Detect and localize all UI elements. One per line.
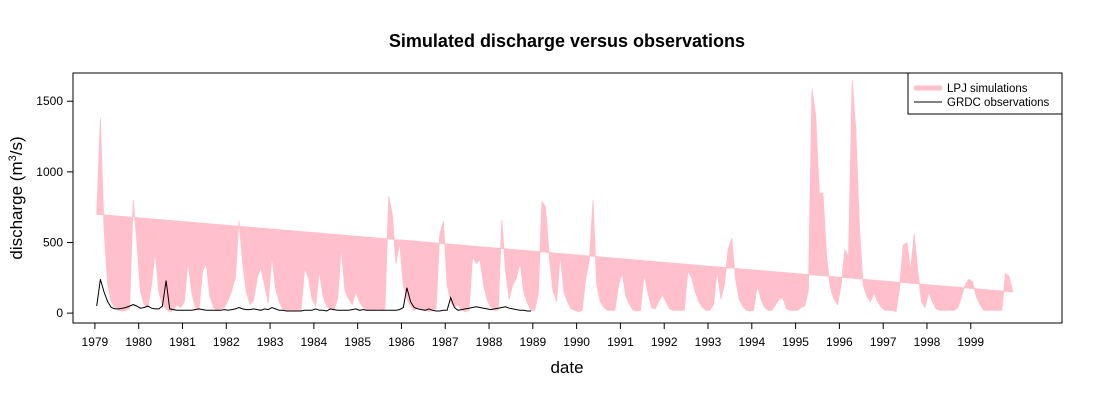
y-tick-label: 0 xyxy=(56,306,63,320)
x-tick-label: 1996 xyxy=(826,335,853,349)
x-tick-label: 1990 xyxy=(563,335,590,349)
x-tick-label: 1981 xyxy=(169,335,196,349)
grdc-observations-line xyxy=(96,279,531,312)
y-tick-label: 500 xyxy=(43,235,63,249)
x-tick-label: 1986 xyxy=(388,335,415,349)
legend: LPJ simulations GRDC observations xyxy=(907,72,1063,115)
lpj-simulations-band xyxy=(96,80,1014,313)
x-tick-label: 1993 xyxy=(695,335,722,349)
y-tick-label: 1500 xyxy=(36,94,63,108)
x-tick-label: 1984 xyxy=(301,335,328,349)
y-axis-label: discharge (m3/s) xyxy=(7,136,26,259)
legend-box xyxy=(907,72,1063,115)
x-tick-label: 1989 xyxy=(519,335,546,349)
x-tick-label: 1991 xyxy=(607,335,634,349)
y-tick-label: 1000 xyxy=(36,165,63,179)
x-tick-label: 1980 xyxy=(125,335,152,349)
legend-label-lpj: LPJ simulations xyxy=(947,83,1028,95)
y-axis-label-prefix: discharge (m xyxy=(7,161,26,259)
x-axis-label: date xyxy=(550,358,583,377)
x-tick-label: 1994 xyxy=(738,335,765,349)
x-tick-label: 1983 xyxy=(257,335,284,349)
x-tick-label: 1992 xyxy=(651,335,678,349)
lpj-simulations-area xyxy=(96,80,1014,313)
x-tick-label: 1997 xyxy=(870,335,897,349)
x-tick-label: 1985 xyxy=(344,335,371,349)
x-axis: 1979 1980 1981 1982 1983 1984 1985 1986 1987 1988… xyxy=(82,322,984,349)
x-tick-label: 1988 xyxy=(476,335,503,349)
grdc-observations-series xyxy=(96,279,531,312)
x-tick-label: 1998 xyxy=(914,335,941,349)
x-tick-label: 1979 xyxy=(82,335,109,349)
y-axis-label-superscript: 3 xyxy=(7,155,19,161)
y-axis-label-suffix: /s) xyxy=(7,136,26,155)
y-axis: 0 500 1000 1500 xyxy=(36,94,73,320)
x-tick-label: 1987 xyxy=(432,335,459,349)
x-tick-label: 1982 xyxy=(213,335,240,349)
legend-label-grdc: GRDC observations xyxy=(947,97,1050,109)
chart-title: Simulated discharge versus observations xyxy=(389,31,745,51)
x-tick-label: 1999 xyxy=(957,335,984,349)
x-tick-label: 1995 xyxy=(782,335,809,349)
